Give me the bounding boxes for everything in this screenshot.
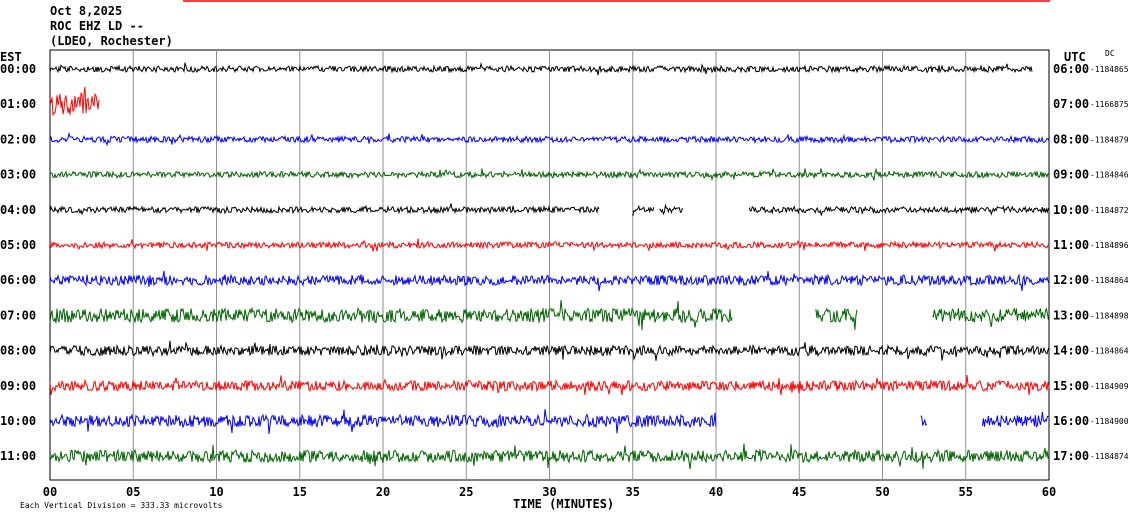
trace-5-seg-0 — [49, 238, 1050, 253]
trace-8-seg-0 — [49, 340, 1050, 361]
gridlines — [132, 50, 967, 480]
utc-label-1500: 15:00 — [1053, 379, 1089, 393]
x-tick-60: 60 — [1042, 485, 1056, 499]
trace-3-seg-0 — [49, 167, 1050, 182]
x-axis-label: TIME (MINUTES) — [513, 497, 614, 511]
x-tick-00: 00 — [43, 485, 57, 499]
utc-label-1600: 16:00 — [1053, 414, 1089, 428]
dc-value-11: -1184874 — [1090, 452, 1129, 461]
trace-10-seg-1 — [920, 415, 928, 427]
footer-scale-note: Each Vertical Division = 333.33 microvol… — [20, 501, 222, 510]
dc-value-10: -1184900 — [1090, 417, 1129, 426]
trace-7-seg-2 — [932, 307, 1049, 328]
trace-4-seg-3 — [748, 204, 1049, 216]
trace-10-seg-2 — [981, 411, 1049, 428]
traces — [49, 61, 1050, 470]
utc-label-0600: 06:00 — [1053, 62, 1089, 76]
utc-label-0700: 07:00 — [1053, 97, 1089, 111]
header-network: (LDEO, Rochester) — [50, 34, 173, 48]
utc-axis-label: UTC — [1064, 50, 1086, 64]
x-tick-labels: 00 05 10 15 20 25 30 35 40 45 50 55 60 — [43, 485, 1056, 499]
trace-7-seg-0 — [49, 300, 733, 331]
est-label-1100: 11:00 — [0, 449, 36, 463]
x-tick-05: 05 — [126, 485, 140, 499]
dc-value-0: -1184865 — [1090, 65, 1129, 74]
x-tick-20: 20 — [376, 485, 390, 499]
trace-4-seg-0 — [49, 203, 600, 216]
est-label-0200: 02:00 — [0, 132, 36, 146]
dc-value-6: -1184864 — [1090, 276, 1129, 285]
utc-label-1300: 13:00 — [1053, 308, 1089, 322]
dc-value-2: -1184879 — [1090, 135, 1129, 144]
dc-value-3: -1184846 — [1090, 171, 1129, 180]
utc-label-1100: 11:00 — [1053, 238, 1089, 252]
trace-6-seg-0 — [49, 270, 1050, 292]
x-tick-15: 15 — [293, 485, 307, 499]
est-hour-labels: 00:00 01:00 02:00 03:00 04:00 05:00 06:00 07:00… — [0, 62, 36, 463]
est-label-0100: 01:00 — [0, 97, 36, 111]
x-tick-45: 45 — [792, 485, 806, 499]
dc-label: DC — [1105, 49, 1115, 58]
est-label-0000: 00:00 — [0, 62, 36, 76]
est-label-1000: 10:00 — [0, 414, 36, 428]
dc-values: -1184865 -1166875 -1184879 -1184846 -1184872… — [1090, 65, 1129, 461]
utc-label-1700: 17:00 — [1053, 449, 1089, 463]
utc-hour-labels: 06:00 07:00 08:00 09:00 10:00 11:00 12:00 13:00… — [1053, 62, 1089, 463]
utc-label-1400: 14:00 — [1053, 344, 1089, 358]
header-station: ROC EHZ LD -- — [50, 19, 144, 33]
trace-1-seg-0 — [49, 86, 100, 117]
x-tick-10: 10 — [209, 485, 223, 499]
trace-4-seg-1 — [632, 204, 655, 216]
dc-value-1: -1166875 — [1090, 100, 1129, 109]
est-label-0600: 06:00 — [0, 273, 36, 287]
trace-7-seg-1 — [815, 307, 858, 330]
utc-label-1200: 12:00 — [1053, 273, 1089, 287]
dc-value-5: -1184896 — [1090, 241, 1129, 250]
x-tick-40: 40 — [709, 485, 723, 499]
est-label-0400: 04:00 — [0, 203, 36, 217]
utc-label-0900: 09:00 — [1053, 168, 1089, 182]
trace-11-seg-0 — [49, 443, 1050, 470]
est-axis-label: EST — [0, 50, 22, 64]
trace-2-seg-0 — [49, 131, 1050, 147]
trace-0-seg-0 — [49, 61, 1033, 76]
est-label-0800: 08:00 — [0, 344, 36, 358]
est-label-0300: 03:00 — [0, 168, 36, 182]
dc-value-8: -1184864 — [1090, 347, 1129, 356]
x-tick-25: 25 — [459, 485, 473, 499]
dc-value-9: -1184909 — [1090, 382, 1129, 391]
x-tick-30: 30 — [542, 485, 556, 499]
trace-4-seg-2 — [659, 203, 683, 216]
est-label-0700: 07:00 — [0, 308, 36, 322]
x-tick-35: 35 — [626, 485, 640, 499]
utc-label-0800: 08:00 — [1053, 132, 1089, 146]
dc-value-4: -1184872 — [1090, 206, 1129, 215]
est-label-0500: 05:00 — [0, 238, 36, 252]
dc-value-7: -1184898 — [1090, 311, 1129, 320]
trace-9-seg-0 — [49, 375, 1050, 396]
x-tick-50: 50 — [875, 485, 889, 499]
header-date: Oct 8,2025 — [50, 4, 122, 18]
x-tick-55: 55 — [959, 485, 973, 499]
trace-10-seg-0 — [49, 409, 717, 435]
est-label-0900: 09:00 — [0, 379, 36, 393]
utc-label-1000: 10:00 — [1053, 203, 1089, 217]
